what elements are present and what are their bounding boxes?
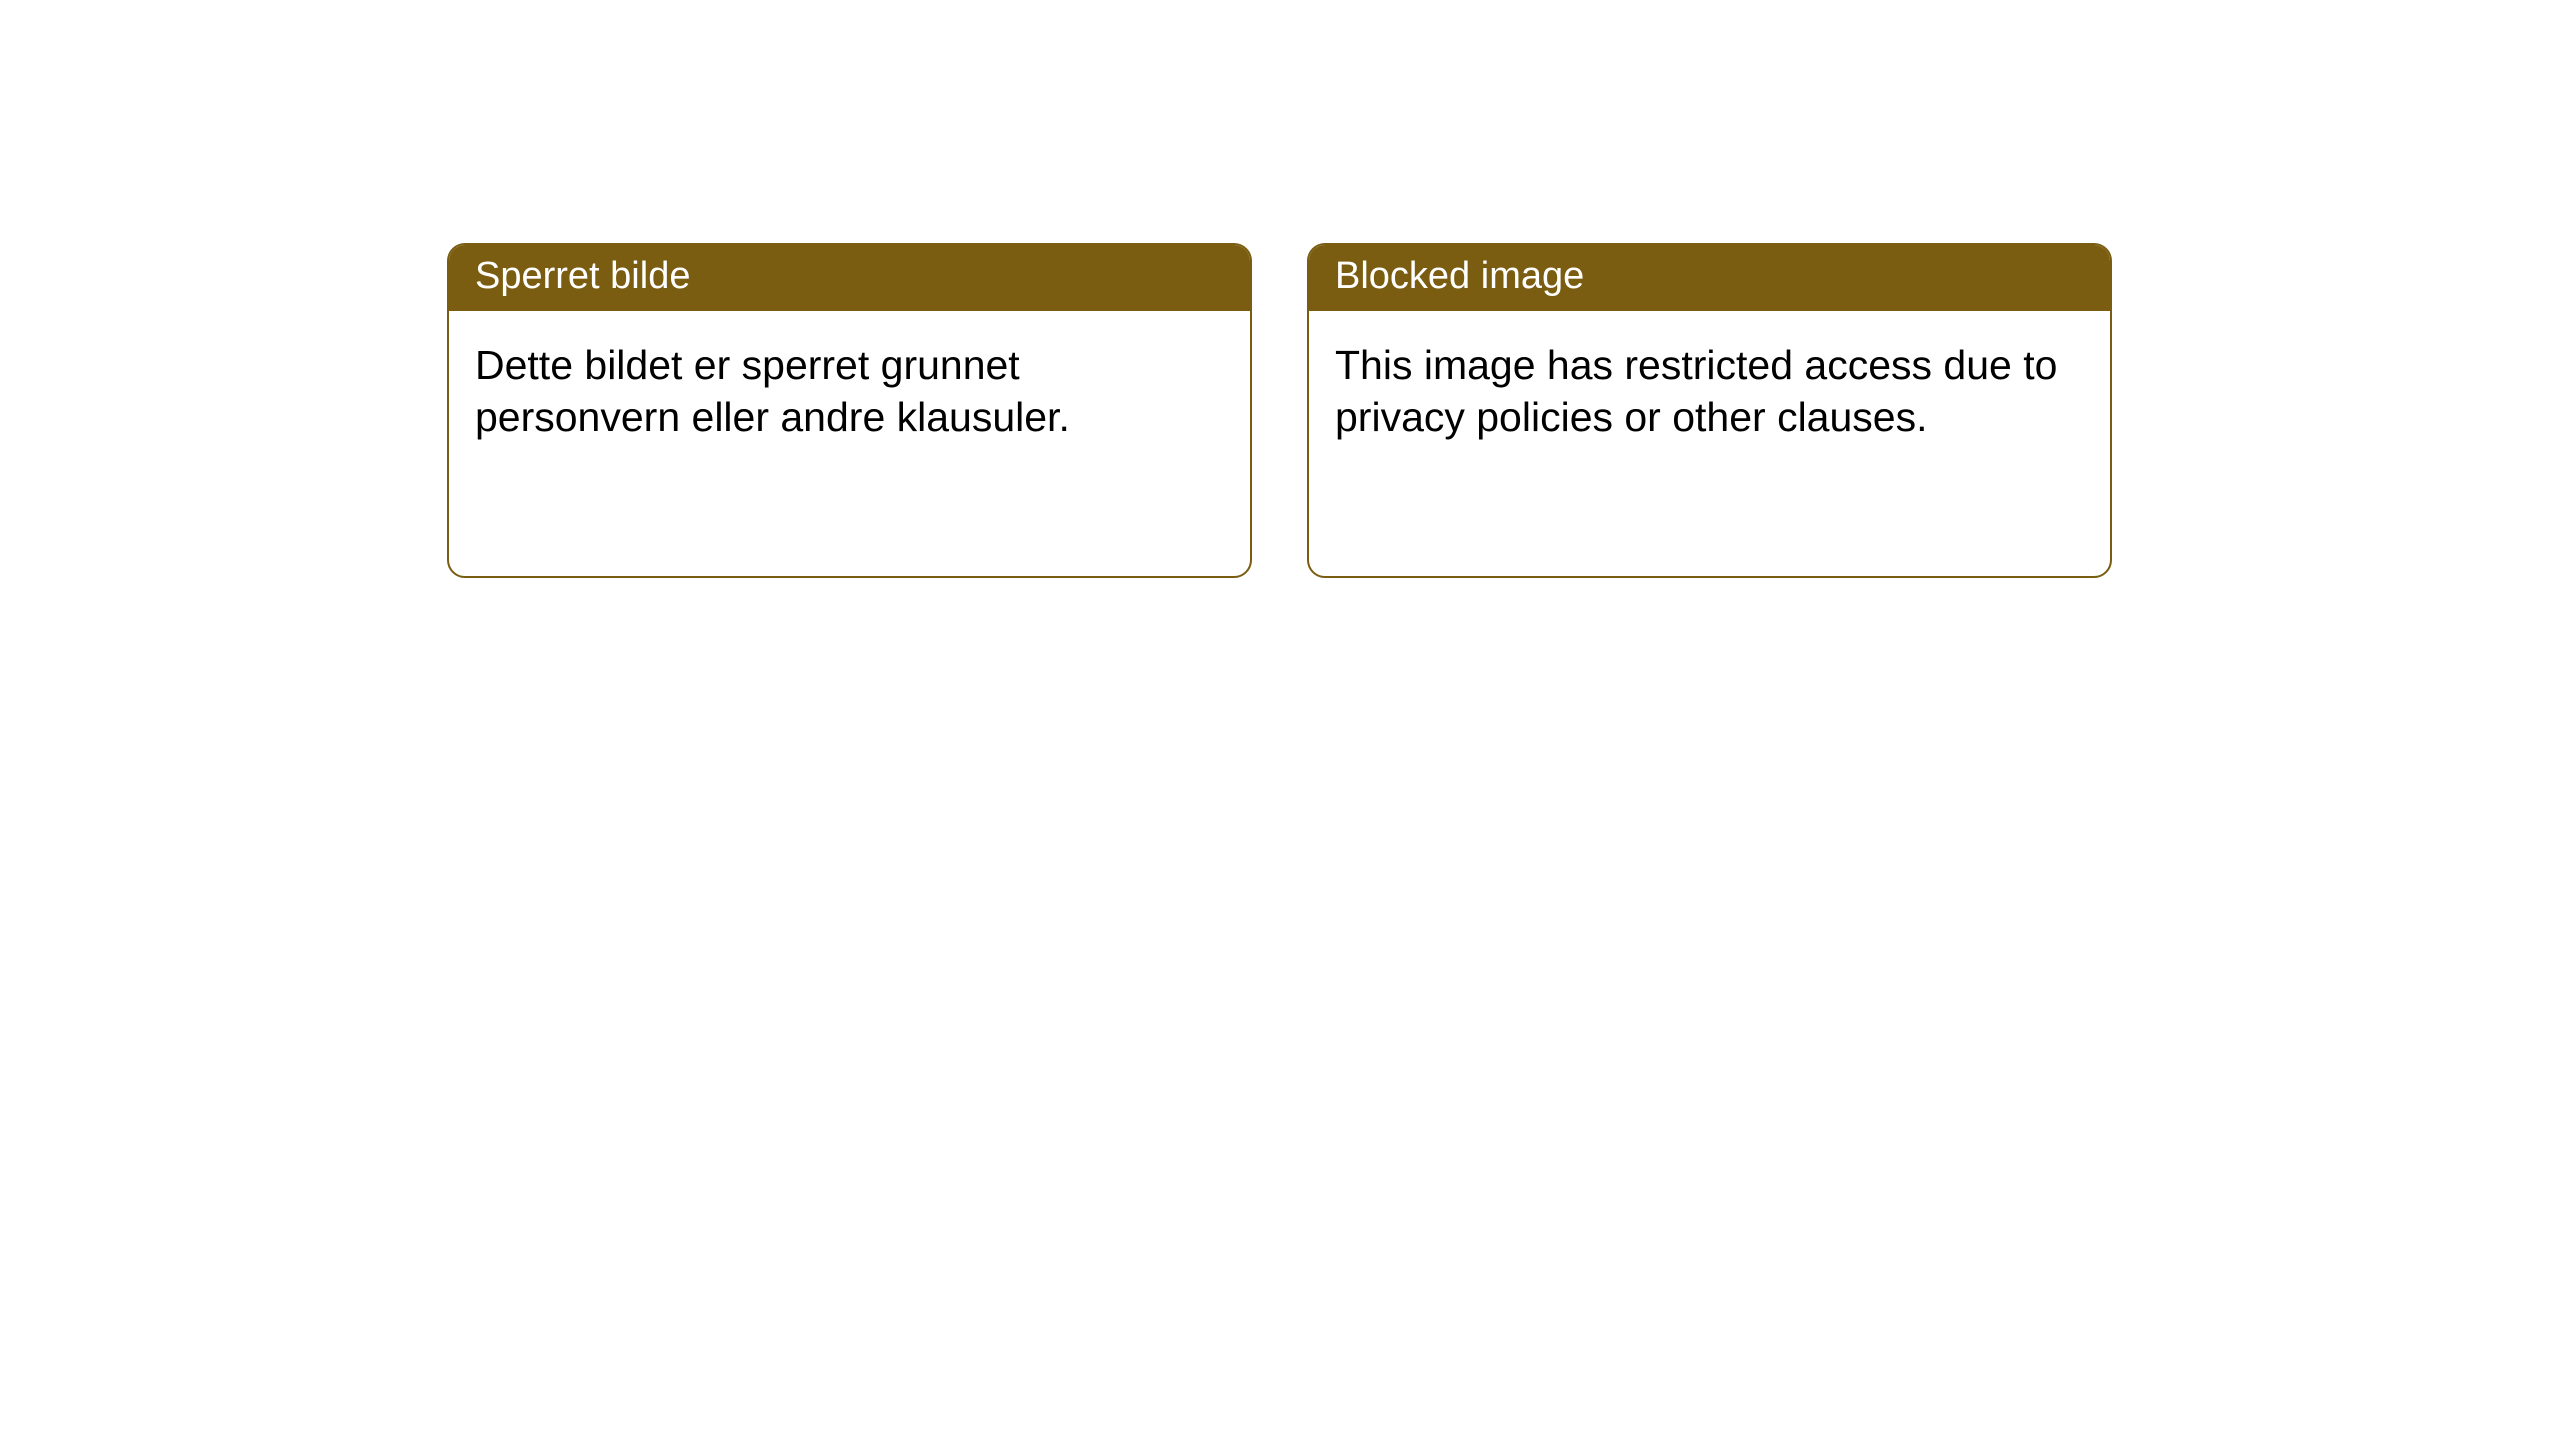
- card-body-english: This image has restricted access due to …: [1309, 311, 2110, 577]
- card-body-norwegian: Dette bildet er sperret grunnet personve…: [449, 311, 1250, 577]
- card-title-norwegian: Sperret bilde: [449, 245, 1250, 311]
- card-title-english: Blocked image: [1309, 245, 2110, 311]
- blocked-image-card-english: Blocked image This image has restricted …: [1307, 243, 2112, 578]
- blocked-image-card-norwegian: Sperret bilde Dette bildet er sperret gr…: [447, 243, 1252, 578]
- notice-container: Sperret bilde Dette bildet er sperret gr…: [0, 0, 2560, 578]
